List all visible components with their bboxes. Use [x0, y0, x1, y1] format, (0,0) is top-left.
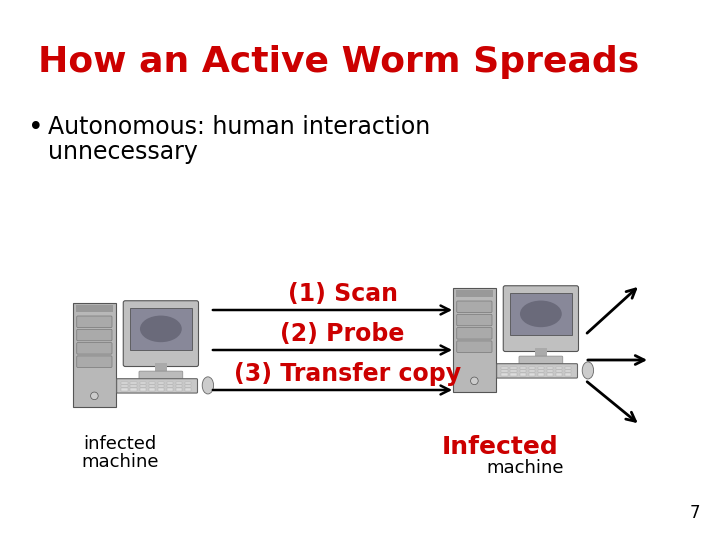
FancyBboxPatch shape [519, 356, 563, 364]
Bar [140, 388, 146, 390]
Ellipse shape [582, 362, 593, 379]
FancyBboxPatch shape [456, 301, 492, 313]
Bar [158, 385, 164, 387]
Text: How an Active Worm Spreads: How an Active Worm Spreads [38, 45, 639, 79]
Bar [520, 367, 526, 369]
Bar [501, 367, 508, 369]
Bar [184, 385, 192, 387]
Bar [546, 373, 553, 376]
Bar [538, 370, 544, 372]
Bar [538, 367, 544, 369]
Text: (2) Probe: (2) Probe [280, 322, 405, 346]
Bar [148, 385, 156, 387]
Bar [130, 382, 137, 384]
Circle shape [91, 392, 98, 400]
FancyBboxPatch shape [456, 314, 492, 326]
FancyBboxPatch shape [123, 301, 199, 367]
Text: •: • [28, 115, 44, 141]
Bar [510, 373, 517, 376]
Bar [510, 370, 517, 372]
Bar [564, 367, 571, 369]
Bar [176, 382, 182, 384]
Ellipse shape [520, 301, 562, 327]
Bar [148, 382, 156, 384]
Text: machine: machine [486, 459, 564, 477]
Bar [158, 382, 164, 384]
Bar [535, 348, 546, 357]
Bar [184, 382, 192, 384]
Bar [166, 382, 174, 384]
Text: (3) Transfer copy: (3) Transfer copy [234, 362, 461, 386]
Bar [546, 370, 553, 372]
Bar [122, 382, 128, 384]
FancyBboxPatch shape [503, 286, 578, 352]
Bar [176, 385, 182, 387]
FancyBboxPatch shape [139, 371, 183, 380]
Bar [122, 388, 128, 390]
Circle shape [471, 377, 478, 384]
Bar [456, 289, 493, 297]
Bar [528, 367, 535, 369]
Ellipse shape [140, 315, 181, 342]
FancyBboxPatch shape [77, 316, 112, 327]
Bar [556, 370, 562, 372]
Bar [520, 373, 526, 376]
Bar [520, 370, 526, 372]
Bar [148, 388, 156, 390]
Bar [556, 367, 562, 369]
FancyBboxPatch shape [73, 303, 116, 407]
Bar [564, 373, 571, 376]
Bar [140, 385, 146, 387]
FancyBboxPatch shape [497, 364, 577, 378]
FancyBboxPatch shape [456, 341, 492, 353]
Bar [130, 388, 137, 390]
Text: Infected: Infected [441, 435, 559, 459]
Text: Autonomous: human interaction: Autonomous: human interaction [48, 115, 431, 139]
FancyBboxPatch shape [453, 288, 496, 392]
Bar [546, 367, 553, 369]
Text: unnecessary: unnecessary [48, 140, 198, 164]
Bar [156, 362, 166, 372]
FancyBboxPatch shape [130, 307, 192, 350]
Bar [501, 370, 508, 372]
Bar [166, 388, 174, 390]
Text: machine: machine [81, 453, 158, 471]
Text: (1) Scan: (1) Scan [287, 282, 397, 306]
Bar [556, 373, 562, 376]
Bar [176, 388, 182, 390]
Text: 7: 7 [690, 504, 700, 522]
Bar [76, 305, 113, 312]
Bar [528, 373, 535, 376]
FancyBboxPatch shape [510, 293, 572, 335]
Ellipse shape [202, 377, 214, 394]
FancyBboxPatch shape [77, 329, 112, 341]
Bar [528, 370, 535, 372]
FancyBboxPatch shape [77, 356, 112, 367]
Bar [158, 388, 164, 390]
Bar [510, 367, 517, 369]
FancyBboxPatch shape [456, 328, 492, 339]
Bar [122, 385, 128, 387]
Text: infected: infected [84, 435, 157, 453]
Bar [140, 382, 146, 384]
FancyBboxPatch shape [117, 379, 197, 393]
Bar [166, 385, 174, 387]
Bar [501, 373, 508, 376]
Bar [564, 370, 571, 372]
FancyBboxPatch shape [77, 342, 112, 354]
Bar [184, 388, 192, 390]
Bar [538, 373, 544, 376]
Bar [130, 385, 137, 387]
